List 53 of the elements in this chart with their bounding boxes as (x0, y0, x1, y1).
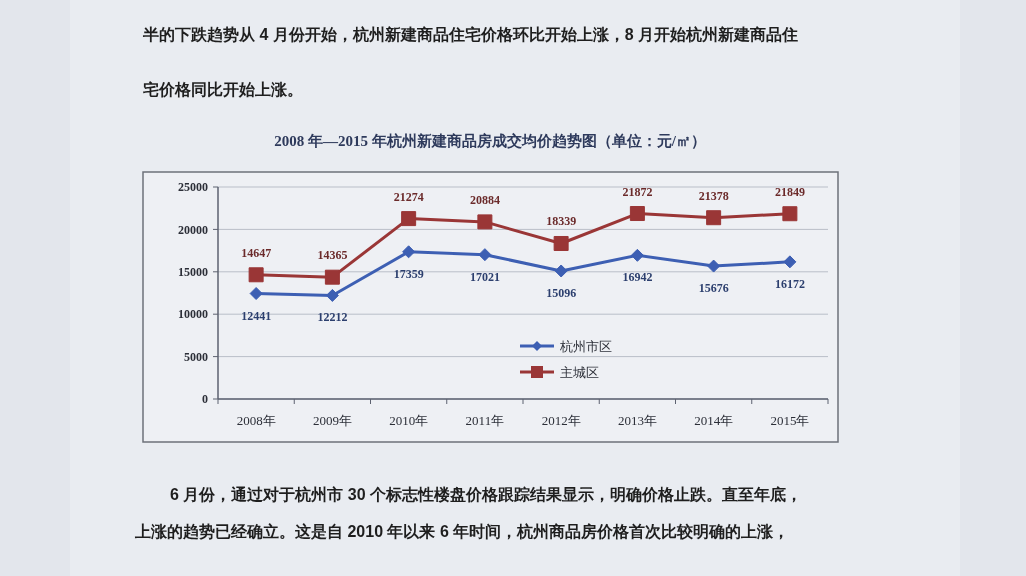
data-label: 12212 (317, 310, 348, 325)
text: 宅价格同比开始上涨。 (143, 80, 303, 98)
data-label: 15096 (546, 285, 577, 300)
y-tick-label: 0 (202, 392, 208, 407)
data-label: 21872 (622, 184, 653, 199)
point (478, 248, 492, 262)
point (706, 210, 722, 226)
y-tick-label: 10000 (178, 307, 208, 322)
y-tick-label: 5000 (184, 349, 208, 364)
text: 6 月份，通过对于杭州市 30 个标志性楼盘价格跟踪结果显示，明确价格止跌。直至年底， (170, 486, 803, 503)
data-label: 12441 (241, 308, 272, 323)
point (782, 206, 798, 222)
point (630, 248, 644, 262)
data-label: 21849 (774, 184, 805, 199)
text: 半的下跌趋势从 4 月份开始，杭州新建商品住宅价格环比开始上涨，8 月开始杭州新建商品住 (142, 25, 799, 43)
data-label: 14365 (317, 248, 348, 263)
x-tick-label: 2012年 (541, 413, 581, 428)
point (402, 245, 416, 259)
x-tick-label: 2013年 (617, 413, 657, 428)
data-label: 21274 (393, 189, 424, 204)
chart-title: 2008 年—2015 年杭州新建商品房成交均价趋势图（单位：元/㎡） (274, 132, 706, 149)
y-tick-label: 25000 (178, 180, 208, 195)
point (249, 287, 263, 300)
y-tick-label: 15000 (178, 265, 208, 279)
point (324, 269, 340, 285)
point (248, 267, 264, 283)
data-label: 16172 (774, 276, 805, 291)
x-tick-label: 2011年 (465, 413, 505, 428)
data-label: 16942 (622, 270, 653, 285)
legend-label: 主城区 (560, 364, 599, 380)
point (707, 259, 721, 273)
data-label: 17021 (469, 269, 500, 284)
point (325, 288, 339, 302)
point (783, 255, 797, 269)
y-tick-label: 20000 (178, 222, 208, 237)
data-label: 21378 (698, 188, 729, 203)
data-label: 17359 (393, 266, 424, 281)
text: 上涨的趋势已经确立。这是自 2010 年以来 6 年时间，杭州商品房价格首次比较明确的上涨， (134, 522, 790, 540)
x-tick-label: 2008年 (236, 413, 276, 428)
data-label: 20884 (469, 192, 500, 207)
point (554, 264, 568, 278)
point (629, 206, 645, 222)
legend-label: 杭州市区 (559, 338, 612, 354)
point (401, 211, 417, 227)
point (553, 235, 569, 251)
data-label: 15676 (698, 281, 729, 296)
point (477, 214, 493, 230)
data-label: 18339 (546, 214, 577, 229)
data-label: 14647 (241, 245, 272, 260)
x-tick-label: 2010年 (389, 413, 429, 428)
x-tick-label: 2015年 (770, 413, 810, 428)
x-tick-label: 2009年 (312, 413, 352, 428)
x-tick-label: 2014年 (694, 413, 734, 428)
